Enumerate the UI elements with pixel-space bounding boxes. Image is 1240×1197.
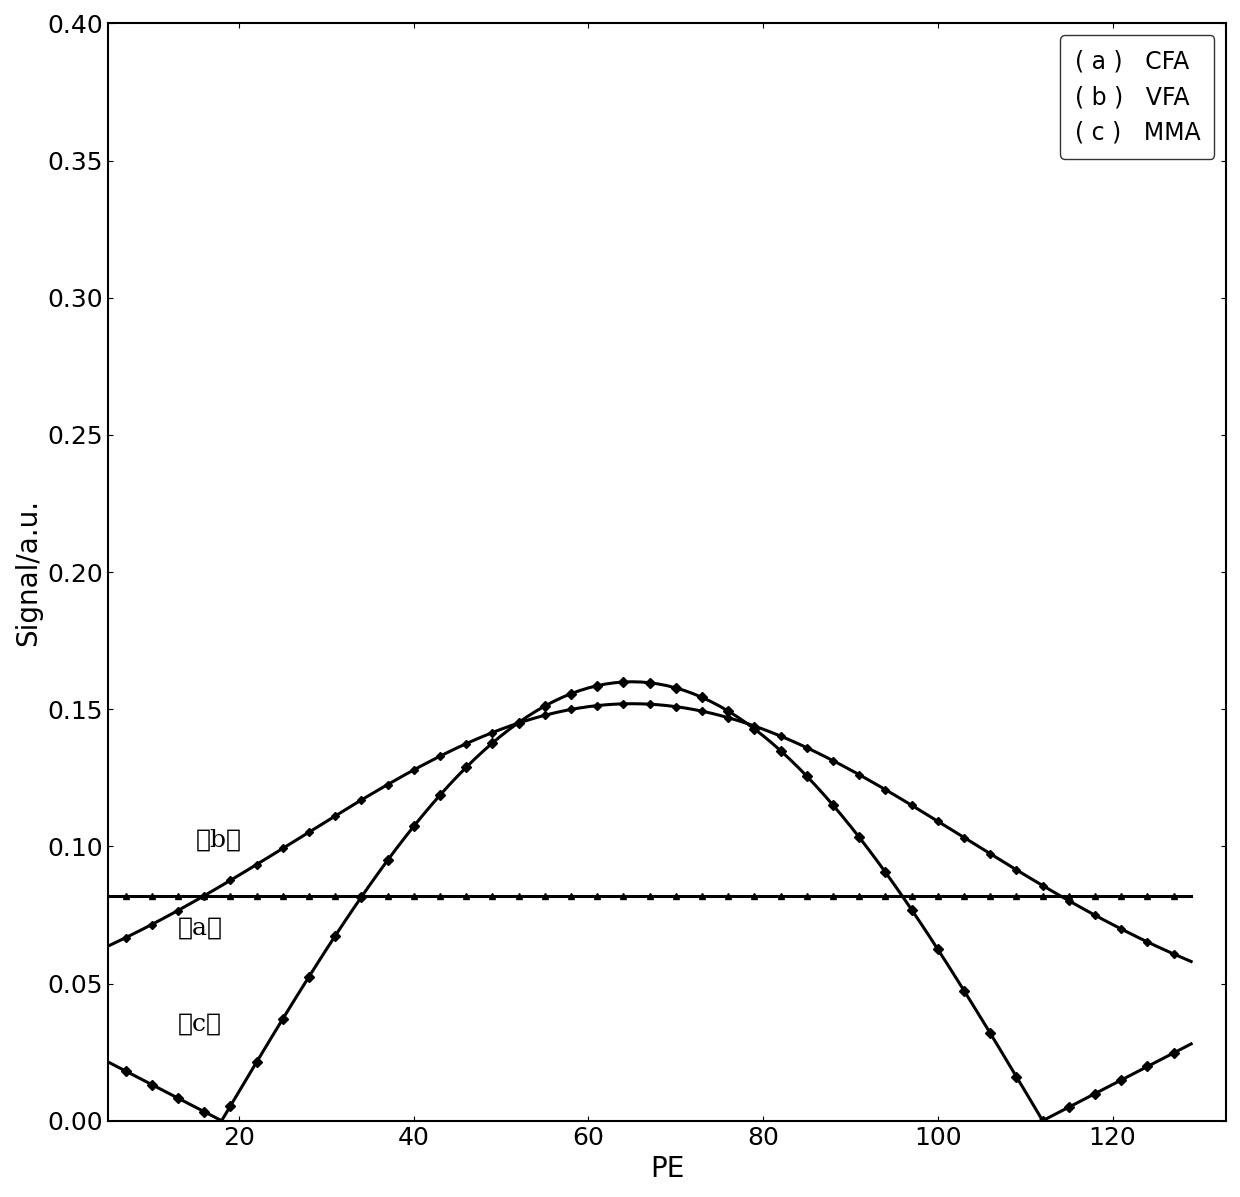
Y-axis label: Signal/a.u.: Signal/a.u. — [14, 498, 42, 645]
Text: （a）: （a） — [177, 916, 223, 940]
Text: （c）: （c） — [177, 1013, 222, 1035]
Text: （b）: （b） — [196, 828, 242, 851]
Legend: ( a )   CFA, ( b )   VFA, ( c )   MMA: ( a ) CFA, ( b ) VFA, ( c ) MMA — [1060, 35, 1214, 159]
X-axis label: PE: PE — [650, 1155, 684, 1183]
